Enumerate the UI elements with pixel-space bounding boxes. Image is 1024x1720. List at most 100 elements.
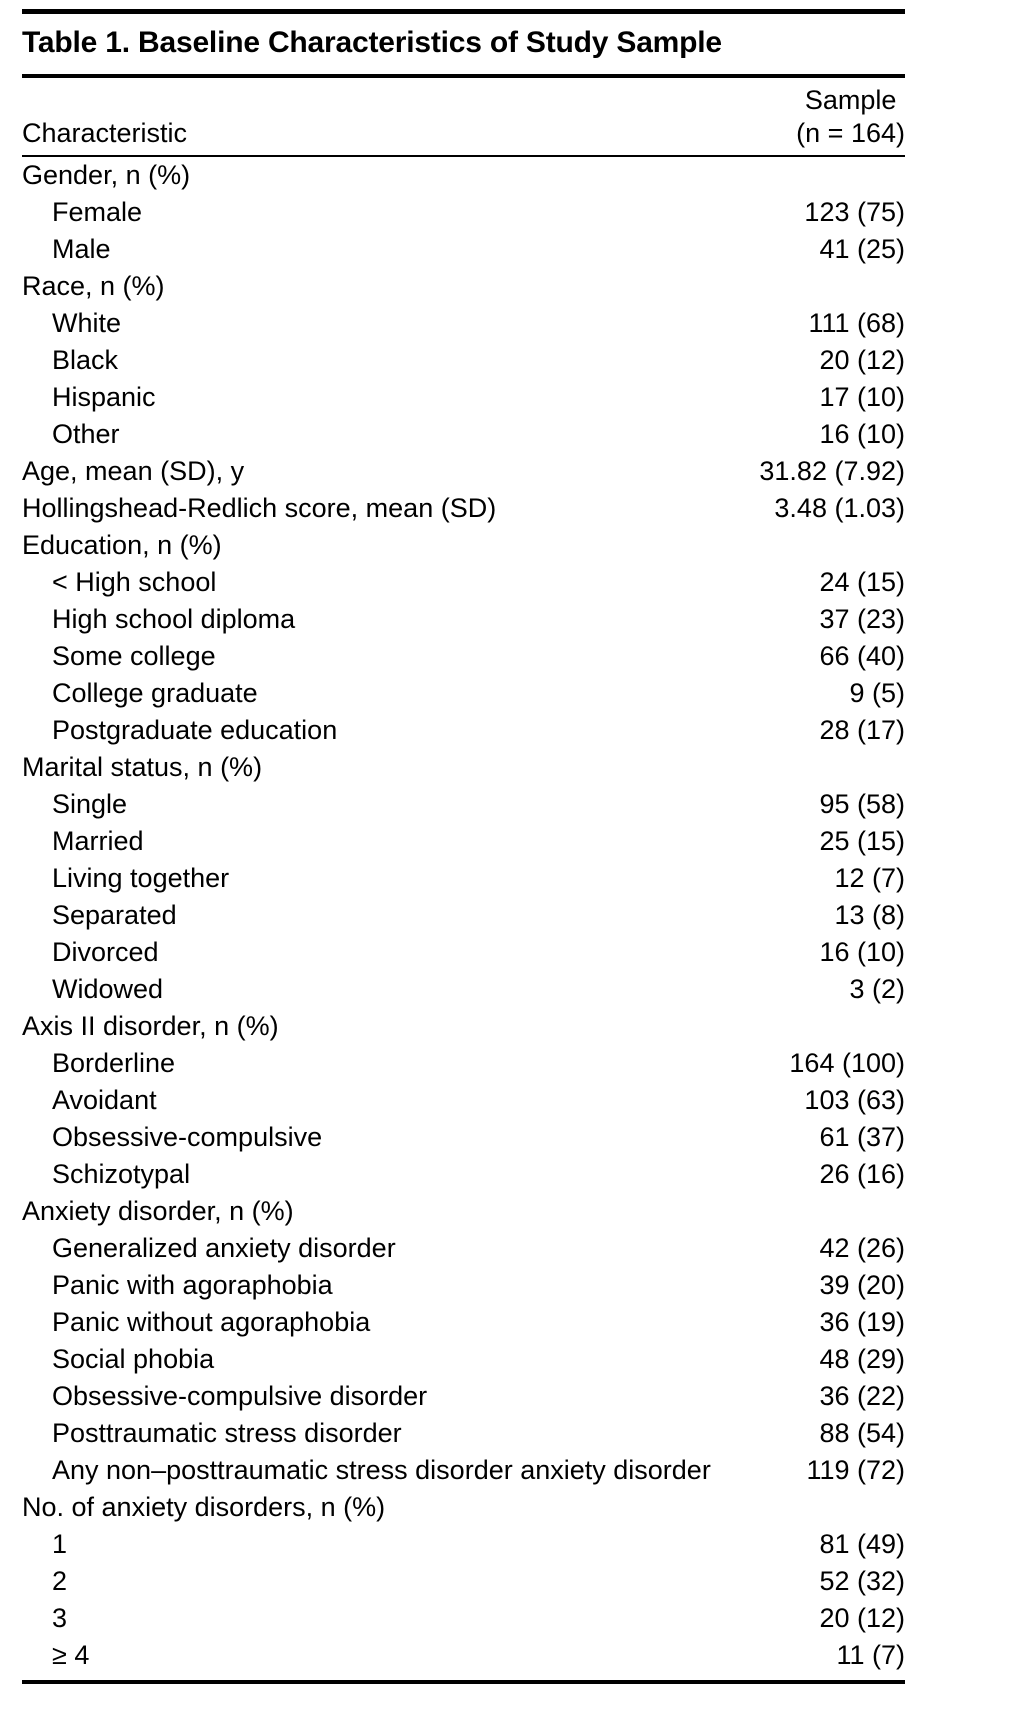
row-value: 37 (23) [819, 604, 905, 634]
row-value: 61 (37) [819, 1122, 905, 1152]
row-label: Anxiety disorder, n (%) [22, 1196, 294, 1226]
row-label: Panic without agoraphobia [52, 1307, 371, 1337]
row-label: Panic with agoraphobia [52, 1270, 333, 1300]
table-row: High school diploma 37 (23) [22, 601, 905, 638]
table-row: Female 123 (75) [22, 194, 905, 231]
row-value: 3.48 (1.03) [774, 493, 905, 523]
table-row: Hollingshead-Redlich score, mean (SD) 3.… [22, 490, 905, 527]
row-label: White [52, 308, 122, 338]
table-row: Schizotypal 26 (16) [22, 1156, 905, 1193]
row-label: Axis II disorder, n (%) [22, 1011, 279, 1041]
row-label: Black [52, 345, 119, 375]
table-row: Married 25 (15) [22, 823, 905, 860]
row-value: 52 (32) [819, 1566, 905, 1596]
table-row: Male 41 (25) [22, 231, 905, 268]
row-value: 28 (17) [819, 715, 905, 745]
row-label: Avoidant [52, 1085, 157, 1115]
row-label: Postgraduate education [52, 715, 338, 745]
row-value: 16 (10) [819, 419, 905, 449]
top-rule [22, 9, 905, 14]
table-row: No. of anxiety disorders, n (%) [22, 1489, 905, 1526]
row-label: High school diploma [52, 604, 296, 634]
row-value: 24 (15) [819, 567, 905, 597]
row-value: 3 (2) [849, 974, 905, 1004]
row-value: 103 (63) [804, 1085, 905, 1115]
row-label: Borderline [52, 1048, 176, 1078]
table-row: Postgraduate education 28 (17) [22, 712, 905, 749]
sample-header-line1: Sample [804, 85, 897, 115]
table-title: Table 1. Baseline Characteristics of Stu… [22, 26, 722, 59]
row-label: Married [52, 826, 144, 856]
row-label: Other [52, 419, 120, 449]
table-row: Borderline 164 (100) [22, 1045, 905, 1082]
table-row: Black 20 (12) [22, 342, 905, 379]
row-label: Widowed [52, 974, 164, 1004]
row-label: Marital status, n (%) [22, 752, 263, 782]
table-row: Widowed 3 (2) [22, 971, 905, 1008]
row-label: College graduate [52, 678, 258, 708]
row-label: Male [52, 234, 111, 264]
table-row: Panic without agoraphobia 36 (19) [22, 1304, 905, 1341]
table-row: College graduate 9 (5) [22, 675, 905, 712]
row-label: Schizotypal [52, 1159, 191, 1189]
row-label: Social phobia [52, 1344, 215, 1374]
row-label: Obsessive-compulsive disorder [52, 1381, 428, 1411]
row-label: Obsessive-compulsive [52, 1122, 323, 1152]
row-value: 12 (7) [834, 863, 905, 893]
row-label: Female [52, 197, 143, 227]
row-label: Race, n (%) [22, 271, 165, 301]
row-value: 164 (100) [789, 1048, 905, 1078]
row-value: 26 (16) [819, 1159, 905, 1189]
row-label: Single [52, 789, 128, 819]
row-value: 66 (40) [819, 641, 905, 671]
table-row: 2 52 (32) [22, 1563, 905, 1600]
table-row: Age, mean (SD), y 31.82 (7.92) [22, 453, 905, 490]
row-label: 1 [52, 1529, 68, 1559]
table-row: Axis II disorder, n (%) [22, 1008, 905, 1045]
column-header-characteristic: Characteristic [22, 118, 188, 148]
row-value: 20 (12) [819, 345, 905, 375]
table-row: Obsessive-compulsive 61 (37) [22, 1119, 905, 1156]
row-value: 11 (7) [836, 1640, 905, 1670]
table-row: Avoidant 103 (63) [22, 1082, 905, 1119]
table-row: < High school 24 (15) [22, 564, 905, 601]
row-label: Gender, n (%) [22, 160, 191, 190]
table-row: Any non–posttraumatic stress disorder an… [22, 1452, 905, 1489]
table-row: Gender, n (%) [22, 157, 905, 194]
row-label: Living together [52, 863, 230, 893]
row-value: 95 (58) [819, 789, 905, 819]
table-body: Gender, n (%) Female 123 (75) Male 41 (2… [22, 157, 905, 1674]
row-label: < High school [52, 567, 217, 597]
table-row: Posttraumatic stress disorder 88 (54) [22, 1415, 905, 1452]
table-row: ≥ 4 11 (7) [22, 1637, 905, 1674]
table-row: Hispanic 17 (10) [22, 379, 905, 416]
row-value: 48 (29) [819, 1344, 905, 1374]
row-value: 41 (25) [819, 234, 905, 264]
row-value: 16 (10) [819, 937, 905, 967]
table-row: Social phobia 48 (29) [22, 1341, 905, 1378]
row-label: Hispanic [52, 382, 156, 412]
row-label: Posttraumatic stress disorder [52, 1418, 402, 1448]
row-value: 36 (19) [819, 1307, 905, 1337]
column-header-sample: Sample (n = 164) [796, 84, 905, 150]
row-value: 9 (5) [849, 678, 905, 708]
table-row: Obsessive-compulsive disorder 36 (22) [22, 1378, 905, 1415]
row-value: 17 (10) [819, 382, 905, 412]
row-label: Education, n (%) [22, 530, 222, 560]
table-row: Generalized anxiety disorder 42 (26) [22, 1230, 905, 1267]
table-row: Living together 12 (7) [22, 860, 905, 897]
row-label: Some college [52, 641, 216, 671]
row-label: Generalized anxiety disorder [52, 1233, 396, 1263]
table-row: Marital status, n (%) [22, 749, 905, 786]
title-rule [22, 74, 905, 78]
row-label: ≥ 4 [52, 1640, 90, 1670]
table-row: Some college 66 (40) [22, 638, 905, 675]
row-label: Separated [52, 900, 177, 930]
table-row: 3 20 (12) [22, 1600, 905, 1637]
row-label: No. of anxiety disorders, n (%) [22, 1492, 386, 1522]
table-row: Separated 13 (8) [22, 897, 905, 934]
row-label: Divorced [52, 937, 159, 967]
row-value: 111 (68) [808, 308, 905, 338]
row-value: 42 (26) [819, 1233, 905, 1263]
